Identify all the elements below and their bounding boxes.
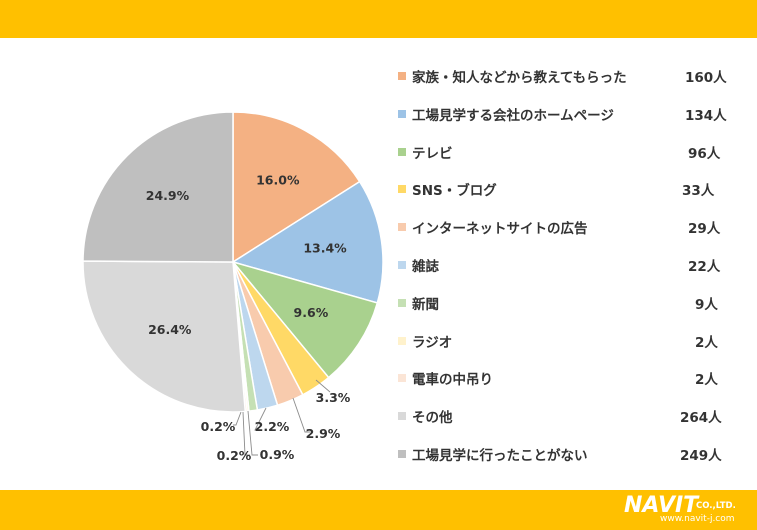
legend-swatch <box>398 336 406 345</box>
legend-swatch <box>398 449 406 458</box>
leader-line <box>242 411 250 456</box>
pie-slice <box>82 260 247 413</box>
logo-suffix: CO.,LTD. <box>696 501 736 511</box>
legend-count: 9人 <box>695 296 718 313</box>
percent-label: 2.9% <box>306 426 341 441</box>
legend-item: 家族・知人などから教えてもらった 160人 <box>395 58 740 96</box>
logo-text: NAVIT <box>624 493 699 518</box>
leader-lines <box>233 379 331 456</box>
legend-item: ラジオ 2人 <box>395 323 740 361</box>
legend-swatch <box>398 412 406 421</box>
percent-label: 16.0% <box>256 173 300 188</box>
legend-swatch <box>398 298 406 307</box>
leader-line <box>292 397 310 433</box>
legend-swatch <box>398 374 406 383</box>
legend-count: 134人 <box>685 107 727 124</box>
percent-label: 0.9% <box>260 447 295 462</box>
leader-line <box>315 379 331 393</box>
legend-count: 2人 <box>695 372 718 389</box>
legend-label: 工場見学する会社のホームページ <box>412 107 614 124</box>
legend-item: その他 264人 <box>395 398 740 436</box>
legend-label: ラジオ <box>412 334 453 351</box>
legend-label: テレビ <box>412 145 453 162</box>
legend-item: 雑誌 22人 <box>395 247 740 285</box>
legend-count: 33人 <box>682 183 715 200</box>
legend-count: 96人 <box>688 145 721 162</box>
navit-logo: NAVIT CO.,LTD. www.navit-j.com <box>624 493 752 527</box>
legend-label: 新聞 <box>412 296 439 313</box>
percent-label: 0.2% <box>217 448 252 463</box>
legend-item: 工場見学する会社のホームページ 134人 <box>395 96 740 134</box>
percent-label: 13.4% <box>303 241 347 256</box>
top-band <box>0 0 757 38</box>
percent-label: 9.6% <box>294 305 329 320</box>
percent-label: 3.3% <box>316 390 351 405</box>
legend-label: 家族・知人などから教えてもらった <box>412 70 627 86</box>
legend-label: 雑誌 <box>412 258 439 275</box>
percent-label: 26.4% <box>148 322 192 337</box>
legend-item: 新聞 9人 <box>395 285 740 323</box>
percent-label: 2.2% <box>255 419 290 434</box>
legend-swatch <box>398 185 406 194</box>
percent-label: 0.2% <box>201 419 236 434</box>
legend-item: 電車の中吊り 2人 <box>395 360 740 398</box>
legend-count: 29人 <box>688 221 721 238</box>
legend-item: SNS・ブログ 33人 <box>395 171 740 209</box>
legend-swatch <box>398 147 406 156</box>
legend-label: 工場見学に行ったことがない <box>412 447 588 464</box>
legend: 家族・知人などから教えてもらった 160人工場見学する会社のホームページ 134人テ… <box>395 58 740 474</box>
legend-count: 264人 <box>680 410 722 427</box>
logo-url: www.navit-j.com <box>660 514 735 524</box>
bottom-band <box>0 490 757 530</box>
leader-line <box>247 410 258 456</box>
legend-swatch <box>398 109 406 118</box>
pie-slice <box>232 111 361 264</box>
legend-item: インターネットサイトの広告 29人 <box>395 209 740 247</box>
pie-slices <box>82 111 384 413</box>
percent-labels: 16.0% 13.4% 9.6% 3.3% 2.9% 2.2% 0.9% 0.2% 0.2% 26… <box>146 173 351 463</box>
legend-swatch <box>398 72 406 80</box>
pie-slice <box>230 260 379 379</box>
leader-line <box>233 411 242 426</box>
legend-label: インターネットサイトの広告 <box>412 221 588 238</box>
percent-label: 24.9% <box>146 188 190 203</box>
legend-swatch <box>398 260 406 269</box>
pie-slice <box>82 111 234 263</box>
legend-count: 22人 <box>688 258 721 275</box>
legend-item: テレビ 96人 <box>395 134 740 172</box>
legend-swatch <box>398 223 406 232</box>
legend-count: 249人 <box>680 447 722 464</box>
legend-count: 2人 <box>695 334 718 351</box>
legend-label: 電車の中吊り <box>412 372 493 389</box>
legend-count: 160人 <box>685 70 727 86</box>
legend-item: 工場見学に行ったことがない 249人 <box>395 436 740 474</box>
legend-label: SNS・ブログ <box>412 183 497 200</box>
legend-label: その他 <box>412 410 453 427</box>
leader-line <box>254 407 267 431</box>
